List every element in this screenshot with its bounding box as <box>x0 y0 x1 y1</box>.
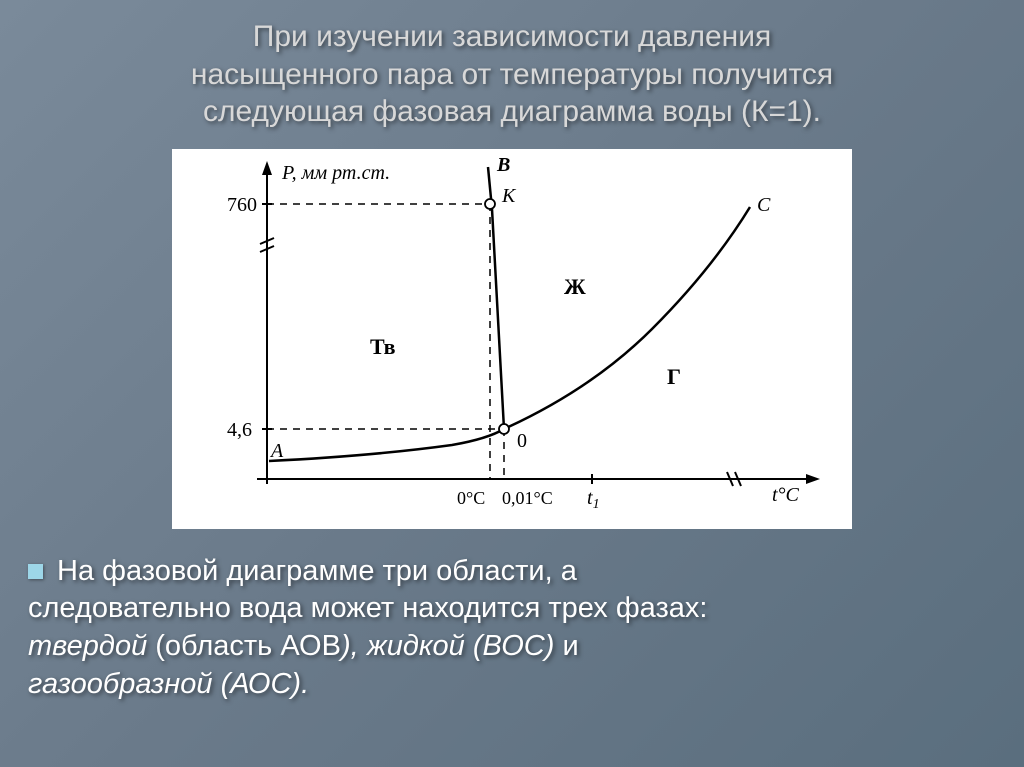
label-A: A <box>269 440 284 462</box>
title-line-1: При изучении зависимости давления <box>40 18 984 56</box>
footer-italic-2: ), жидкой (ВОС) <box>341 630 554 662</box>
footer-text-1: На фазовой диаграмме три области, а <box>57 555 577 587</box>
xtick-t1: t1 <box>587 487 600 512</box>
footer-italic-1: твердой <box>28 630 147 662</box>
footer-line-3: твердой (область АОВ), жидкой (ВОС) и <box>28 628 996 666</box>
footer-plain-2: и <box>554 630 578 662</box>
bullet-icon <box>28 564 43 579</box>
xtick-001c: 0,01°C <box>502 488 553 508</box>
label-B: B <box>496 154 510 176</box>
ytick-760: 760 <box>227 194 257 216</box>
region-liquid: Ж <box>564 274 586 299</box>
curve-sublimation <box>269 429 504 461</box>
x-axis-label: t°C <box>772 484 800 506</box>
x-axis-arrow <box>806 474 820 484</box>
label-O: 0 <box>517 430 527 452</box>
footer-plain-1: (область АОВ <box>147 630 341 662</box>
footer-line-4: газообразной (АОС). <box>28 666 996 704</box>
y-axis-arrow <box>262 161 272 175</box>
point-O <box>499 424 509 434</box>
point-K <box>485 199 495 209</box>
slide-title: При изучении зависимости давления насыще… <box>0 0 1024 141</box>
y-axis-label: P, мм рт.ст. <box>281 162 390 184</box>
label-C: C <box>757 194 771 216</box>
ytick-46: 4,6 <box>227 419 252 441</box>
curve-vaporization <box>504 207 750 429</box>
label-K: K <box>501 185 517 207</box>
xtick-0c: 0°C <box>457 488 485 508</box>
slide-footer: На фазовой диаграмме три области, а след… <box>0 529 1024 704</box>
title-line-2: насыщенного пара от температуры получитс… <box>40 56 984 94</box>
footer-line-2: следовательно вода может находится трех … <box>28 590 996 628</box>
footer-line-1: На фазовой диаграмме три области, а <box>28 553 996 591</box>
region-gas: Г <box>667 364 681 389</box>
region-solid: Тв <box>370 334 396 359</box>
phase-diagram: P, мм рт.ст. t°C 760 4,6 0°C 0,01°C t1 A… <box>172 149 852 529</box>
title-line-3: следующая фазовая диаграмма воды (К=1). <box>40 93 984 131</box>
phase-diagram-svg: P, мм рт.ст. t°C 760 4,6 0°C 0,01°C t1 A… <box>172 149 852 529</box>
